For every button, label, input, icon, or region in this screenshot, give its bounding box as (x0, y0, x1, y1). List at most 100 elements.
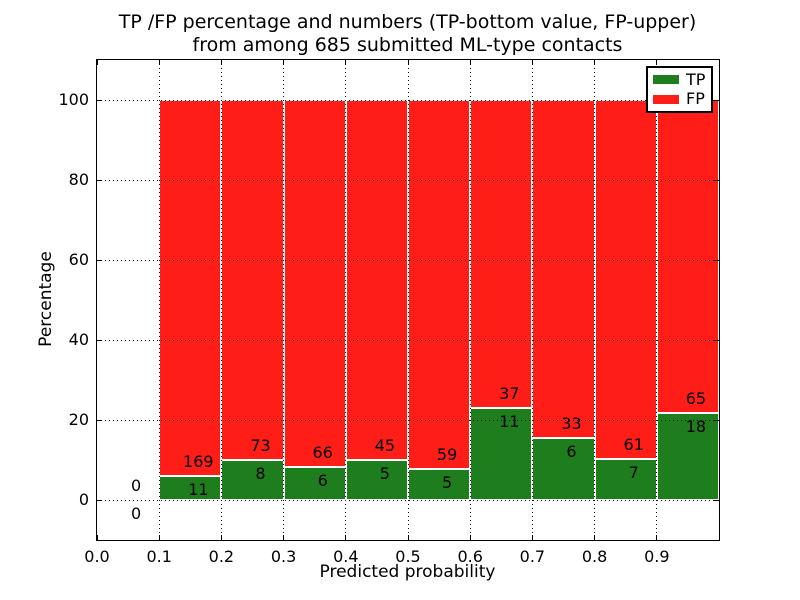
y-tick-label-60: 60 (68, 250, 89, 269)
x-tick-top-0.7 (531, 60, 533, 65)
bar-fp-0.9-1 (656, 100, 719, 414)
legend-label-tp: TP (686, 69, 706, 89)
x-tick-bottom-0.9 (656, 535, 658, 540)
x-tick-label-0.5: 0.5 (395, 547, 421, 566)
bar-fp-0.3-0.4 (283, 100, 346, 467)
tp-count-label-0-0.1: 0 (131, 504, 142, 523)
bar-fp-0.2-0.3 (221, 100, 284, 461)
bar-tp-0.2-0.3 (221, 460, 284, 500)
y-tick-label-100: 100 (58, 90, 89, 109)
bar-fp-0.5-0.6 (408, 100, 471, 469)
fp-count-label-0.8-0.9: 61 (623, 434, 644, 454)
x-tick-label-0.2: 0.2 (208, 547, 235, 566)
fp-swatch-icon (653, 94, 679, 104)
bar-tp-0.6-0.7 (470, 408, 533, 500)
x-tick-bottom-0.4 (345, 535, 347, 540)
y-tick-label-20: 20 (68, 410, 89, 429)
fp-count-label-0.6-0.7: 37 (499, 384, 520, 404)
tp-count-label-0.3-0.4: 6 (317, 470, 328, 490)
gridline-x-0.8 (594, 60, 596, 540)
tp-count-label-0.7-0.8: 6 (566, 442, 577, 462)
x-tick-top-0.6 (469, 60, 471, 65)
x-tick-top-0.8 (594, 60, 596, 65)
x-tick-label-0.9: 0.9 (644, 547, 670, 566)
x-tick-bottom-0.0 (96, 535, 98, 540)
x-tick-label-0.0: 0.0 (84, 547, 110, 566)
x-tick-bottom-0.1 (158, 535, 160, 540)
bar-fp-0.7-0.8 (532, 100, 595, 439)
chart-title-line2: from among 685 submitted ML-type contact… (192, 34, 623, 56)
legend-item-tp: TP (653, 69, 711, 89)
bar-tp-0.8-0.9 (594, 458, 657, 500)
tp-count-label-0.8-0.9: 7 (628, 462, 639, 482)
y-tick-left-20 (97, 419, 102, 421)
gridline-x-0.6 (469, 60, 471, 540)
gridline-y-20 (97, 419, 719, 421)
x-tick-label-0.8: 0.8 (581, 547, 608, 566)
x-tick-bottom-0.2 (220, 535, 222, 540)
x-tick-top-0.4 (345, 60, 347, 65)
x-tick-top-0.0 (96, 60, 98, 65)
gridline-y-0 (97, 499, 719, 501)
fp-count-label-0-0.1: 0 (131, 476, 142, 495)
bar-fp-0.8-0.9 (594, 100, 657, 459)
x-tick-label-0.6: 0.6 (457, 547, 483, 566)
gridline-x-0.9 (656, 60, 658, 540)
fp-count-label-0.4-0.5: 45 (374, 436, 396, 455)
tp-count-label-0.5-0.6: 5 (442, 472, 453, 492)
gridline-y-60 (97, 259, 719, 261)
x-tick-top-0.3 (283, 60, 285, 65)
fp-count-label-0.5-0.6: 59 (436, 444, 458, 464)
y-tick-right-100 (714, 99, 719, 101)
gridline-x-0.3 (283, 60, 285, 540)
y-tick-right-80 (714, 179, 719, 181)
x-axis-label: Predicted probability (319, 562, 496, 582)
gridline-x-0.5 (407, 60, 409, 540)
gridline-y-80 (97, 179, 719, 181)
y-tick-right-40 (714, 339, 719, 341)
tp-count-label-0.6-0.7: 11 (499, 412, 520, 432)
legend: TP FP (646, 66, 713, 113)
y-tick-label-80: 80 (68, 170, 89, 189)
tp-count-label-0.9-1: 18 (685, 417, 707, 437)
bar-fp-0.1-0.2 (159, 100, 222, 476)
bar-tp-0.7-0.8 (532, 438, 595, 500)
x-tick-bottom-0.6 (469, 535, 471, 540)
chart-title-line1: TP /FP percentage and numbers (TP-bottom… (118, 11, 697, 33)
x-tick-label-0.7: 0.7 (519, 547, 546, 566)
x-tick-bottom-0.3 (283, 535, 285, 540)
y-tick-left-60 (97, 259, 102, 261)
chart-title: TP /FP percentage and numbers (TP-bottom… (96, 11, 719, 57)
x-tick-top-0.9 (656, 60, 658, 65)
x-tick-bottom-0.7 (531, 535, 533, 540)
fp-count-label-0.9-1: 65 (685, 389, 707, 409)
x-tick-label-0.3: 0.3 (270, 547, 297, 566)
y-tick-right-60 (714, 259, 719, 261)
y-tick-right-0 (714, 499, 719, 501)
plot-area: TP FP 0.0 0.1 0.2 0.3 0.4 0.5 0.6 0.7 0.8 0.9 0 20 4… (58, 59, 720, 566)
y-tick-left-80 (97, 179, 102, 181)
gridline-x-0.2 (220, 60, 222, 540)
x-tick-bottom-0.8 (594, 535, 596, 540)
bar-tp-0.1-0.2 (159, 475, 222, 500)
gridline-x-0.4 (345, 60, 347, 540)
x-tick-top-0.1 (158, 60, 160, 65)
bar-tp-0.5-0.6 (408, 468, 471, 500)
tp-count-label-0.2-0.3: 8 (255, 464, 266, 484)
bar-tp-0.3-0.4 (283, 466, 346, 500)
y-tick-left-100 (97, 99, 102, 101)
gridline-y-100 (97, 99, 719, 101)
fp-count-label-0.1-0.2: 169 (183, 451, 214, 471)
y-tick-label-0: 0 (78, 490, 89, 509)
x-tick-bottom-0.5 (407, 535, 409, 540)
x-tick-top-0.5 (407, 60, 409, 65)
bar-tp-0.9-1 (656, 413, 719, 500)
fp-count-label-0.7-0.8: 33 (561, 414, 582, 434)
y-tick-left-0 (97, 499, 102, 501)
fp-count-label-0.2-0.3: 73 (250, 436, 271, 456)
gridline-x-0.1 (158, 60, 160, 540)
x-tick-label-0.1: 0.1 (146, 547, 172, 566)
x-tick-top-0.2 (220, 60, 222, 65)
tp-count-label-0.4-0.5: 5 (379, 464, 390, 483)
